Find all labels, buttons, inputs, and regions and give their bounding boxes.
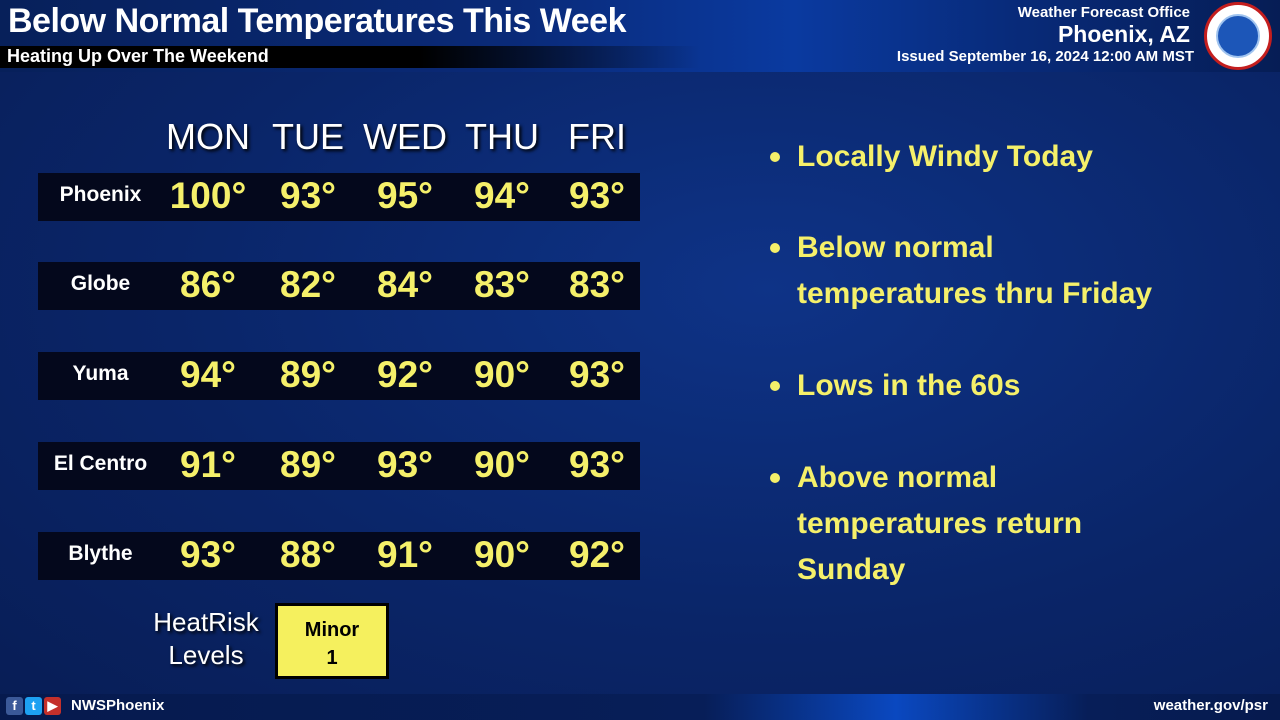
temperature-cell: 92° bbox=[569, 534, 625, 575]
temperature-cell: 89° bbox=[280, 354, 336, 395]
subtitle-bar bbox=[0, 46, 700, 68]
page-title: Below Normal Temperatures This Week bbox=[8, 2, 627, 40]
bullet-item: Below normal temperatures thru Friday bbox=[770, 225, 1190, 317]
heatrisk-level-number: 1 bbox=[326, 647, 338, 669]
temperature-cell: 91° bbox=[377, 534, 433, 575]
temperature-cell: 82° bbox=[280, 264, 336, 305]
table-row: Globe 86° 82° 84° 83° 83° bbox=[38, 262, 640, 310]
bullet-item: Locally Windy Today bbox=[770, 134, 1250, 180]
temperature-cell: 83° bbox=[474, 264, 530, 305]
temperature-cell: 93° bbox=[569, 175, 625, 216]
temperature-cell: 95° bbox=[377, 175, 433, 216]
day-header: WED bbox=[363, 116, 447, 157]
city-name: Blythe bbox=[68, 542, 133, 565]
footer-bar bbox=[0, 694, 1280, 720]
bullet-item: Above normal temperatures return Sunday bbox=[770, 455, 1150, 593]
table-row: Blythe 93° 88° 91° 90° 92° bbox=[38, 532, 640, 580]
table-row: El Centro 91° 89° 93° 90° 93° bbox=[38, 442, 640, 490]
table-row: Phoenix 100° 93° 95° 94° 93° bbox=[38, 173, 640, 221]
temperature-cell: 86° bbox=[180, 264, 236, 305]
temperature-cell: 90° bbox=[474, 354, 530, 395]
temperature-cell: 84° bbox=[377, 264, 433, 305]
city-name: Phoenix bbox=[59, 183, 142, 206]
day-header: FRI bbox=[568, 116, 626, 157]
city-name: El Centro bbox=[53, 452, 148, 475]
temperature-cell: 100° bbox=[169, 175, 247, 216]
office-label: Weather Forecast Office bbox=[1017, 4, 1190, 21]
day-header: MON bbox=[166, 116, 250, 157]
day-header: THU bbox=[465, 116, 539, 157]
temperature-cell: 90° bbox=[474, 534, 530, 575]
twitter-icon[interactable]: t bbox=[25, 697, 42, 715]
temperature-cell: 93° bbox=[377, 444, 433, 485]
temperature-cell: 89° bbox=[280, 444, 336, 485]
temperature-cell: 94° bbox=[474, 175, 530, 216]
issued-time: Issued September 16, 2024 12:00 AM MST bbox=[896, 48, 1194, 65]
heatrisk-label-line2: Levels bbox=[168, 640, 244, 670]
social-handle[interactable]: NWSPhoenix bbox=[71, 697, 165, 714]
day-header: TUE bbox=[272, 116, 344, 157]
page-subtitle: Heating Up Over The Weekend bbox=[7, 46, 269, 66]
facebook-icon[interactable]: f bbox=[6, 697, 23, 715]
youtube-icon[interactable]: ▶ bbox=[44, 697, 61, 715]
website-link[interactable]: weather.gov/psr bbox=[1153, 697, 1268, 714]
city-name: Globe bbox=[70, 272, 131, 295]
temperature-cell: 94° bbox=[180, 354, 236, 395]
temperature-cell: 93° bbox=[280, 175, 336, 216]
temperature-cell: 92° bbox=[377, 354, 433, 395]
social-icons: f t ▶ bbox=[6, 697, 61, 715]
nws-logo-icon bbox=[1216, 14, 1260, 58]
nws-logo bbox=[1204, 2, 1272, 70]
temperature-cell: 83° bbox=[569, 264, 625, 305]
heatrisk-label-line1: HeatRisk bbox=[153, 607, 259, 637]
temperature-cell: 93° bbox=[569, 354, 625, 395]
heatrisk-level-name: Minor bbox=[304, 619, 360, 641]
table-row: Yuma 94° 89° 92° 90° 93° bbox=[38, 352, 640, 400]
bullet-item: Lows in the 60s bbox=[770, 363, 1250, 409]
heatrisk-level-box: Minor 1 bbox=[275, 603, 389, 679]
temperature-cell: 90° bbox=[474, 444, 530, 485]
office-city: Phoenix, AZ bbox=[1057, 21, 1190, 47]
city-name: Yuma bbox=[72, 362, 129, 385]
temperature-cell: 93° bbox=[180, 534, 236, 575]
temperature-cell: 88° bbox=[280, 534, 336, 575]
temperature-cell: 93° bbox=[569, 444, 625, 485]
heatrisk-label: HeatRisk Levels bbox=[150, 606, 262, 672]
temperature-cell: 91° bbox=[180, 444, 236, 485]
